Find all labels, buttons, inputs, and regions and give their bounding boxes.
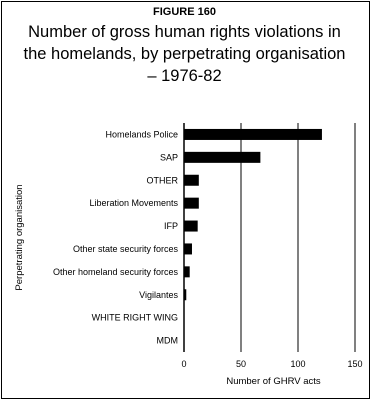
category-label: Other homeland security forces — [53, 267, 179, 277]
category-label: IFP — [164, 221, 178, 231]
category-label: Homelands Police — [105, 129, 178, 139]
x-tick-label: 150 — [347, 359, 362, 369]
x-tick-label: 0 — [181, 359, 186, 369]
chart-title-line-3: – 1976-82 — [147, 67, 222, 85]
chart-title: Number of gross human rights violations … — [4, 21, 365, 87]
bar — [184, 151, 261, 163]
bar — [184, 197, 199, 209]
bar — [184, 220, 198, 232]
bars — [184, 128, 322, 301]
x-axis-label: Number of GHRV acts — [226, 376, 321, 387]
bar — [184, 128, 322, 140]
bar — [184, 289, 187, 301]
bar — [184, 266, 190, 278]
chart-title-line-1: Number of gross human rights violations … — [28, 23, 341, 41]
category-label: SAP — [160, 152, 178, 162]
x-tick-label: 50 — [236, 359, 246, 369]
bar — [184, 243, 192, 255]
category-label: WHITE RIGHT WING — [92, 313, 178, 323]
category-label: Vigilantes — [139, 290, 178, 300]
category-label: OTHER — [147, 175, 179, 185]
y-axis-label: Perpetrating organisation — [14, 184, 25, 290]
category-label: MDM — [157, 336, 179, 346]
bar — [184, 174, 199, 186]
category-label: Other state security forces — [73, 244, 179, 254]
figure-label: FIGURE 160 — [153, 6, 216, 18]
category-labels: Homelands Police SAP OTHER Liberation Movem… — [53, 129, 179, 345]
chart-title-line-2: the homelands, by perpetrating organisat… — [23, 45, 346, 63]
category-label: Liberation Movements — [89, 198, 178, 208]
x-tick-labels: 0 50 100 150 — [181, 359, 362, 369]
x-tick-label: 100 — [290, 359, 305, 369]
